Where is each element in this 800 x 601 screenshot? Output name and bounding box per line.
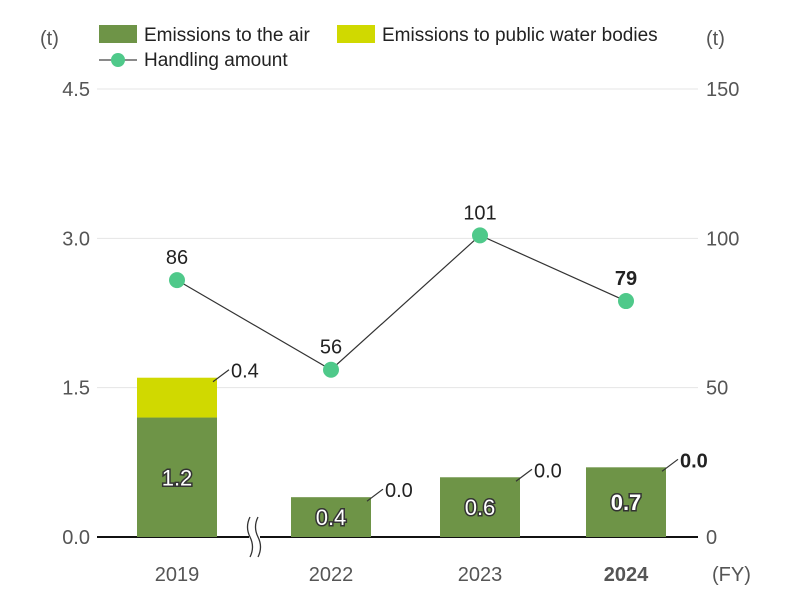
handling-value-label-2022: 56 — [320, 337, 342, 359]
bar-air-2023 — [440, 477, 520, 537]
handling-point-2019 — [169, 272, 185, 289]
water-value-label-2023: 0.0 — [534, 460, 562, 482]
x-axis-unit: (FY) — [712, 564, 751, 586]
handling-series-line — [176, 234, 627, 371]
left-tick-label: 1.5 — [62, 378, 90, 400]
handling-point-2023 — [472, 227, 488, 244]
handling-point-2024 — [618, 293, 634, 310]
water-leader-line-2022 — [366, 488, 384, 502]
water-leader-line-2023 — [515, 468, 533, 482]
water-leader-line-2019 — [212, 369, 230, 383]
water-value-label-2019: 0.4 — [231, 361, 259, 383]
handling-line — [169, 227, 634, 378]
handling-value-label-2019: 86 — [166, 247, 188, 269]
category-label-2024: 2024 — [604, 564, 649, 586]
bar-air-2022 — [291, 497, 371, 537]
left-tick-label: 4.5 — [62, 79, 90, 101]
legend: Emissions to the air Emissions to public … — [99, 25, 658, 71]
data-labels: 1.2 0.4 0.6 0.7 0.4 0.0 0.0 0.0 86 56 101 79 — [160, 202, 708, 531]
handling-value-label-2024: 79 — [615, 268, 637, 290]
category-label-2022: 2022 — [309, 564, 354, 586]
bars — [137, 377, 666, 537]
right-tick-label: 100 — [706, 228, 739, 250]
air-value-label-2023: 0.6 — [465, 495, 496, 520]
right-axis-unit: (t) — [706, 28, 725, 50]
air-value-label-2022: 0.4 — [316, 505, 347, 530]
handling-point-2022 — [323, 361, 339, 378]
right-tick-label: 50 — [706, 378, 728, 400]
right-tick-label: 0 — [706, 527, 717, 549]
left-axis-unit: (t) — [40, 28, 59, 50]
water-leader-line-2024 — [661, 458, 679, 472]
axis-break-gap — [249, 515, 260, 559]
water-value-label-2024: 0.0 — [680, 450, 708, 472]
category-label-2023: 2023 — [458, 564, 503, 586]
handling-value-label-2023: 101 — [463, 202, 496, 224]
category-label-2019: 2019 — [155, 564, 200, 586]
axis-break-mark-right — [254, 516, 262, 558]
legend-swatch-water — [337, 25, 375, 43]
bar-air-2019 — [137, 417, 217, 537]
left-tick-label: 0.0 — [62, 527, 90, 549]
legend-label-handling: Handling amount — [144, 50, 288, 71]
legend-marker-handling — [111, 53, 125, 67]
right-tick-label: 150 — [706, 79, 739, 101]
legend-swatch-air — [99, 25, 137, 43]
water-value-label-2022: 0.0 — [385, 480, 413, 502]
legend-label-air: Emissions to the air — [144, 25, 310, 46]
bar-air-2024 — [586, 467, 666, 537]
air-value-label-2019: 1.2 — [162, 465, 193, 490]
axis-break-mark-left — [246, 516, 254, 558]
bar-water-2019 — [137, 377, 217, 418]
air-value-label-2024: 0.7 — [611, 490, 642, 515]
legend-label-water: Emissions to public water bodies — [382, 25, 658, 46]
left-tick-label: 3.0 — [62, 228, 90, 250]
